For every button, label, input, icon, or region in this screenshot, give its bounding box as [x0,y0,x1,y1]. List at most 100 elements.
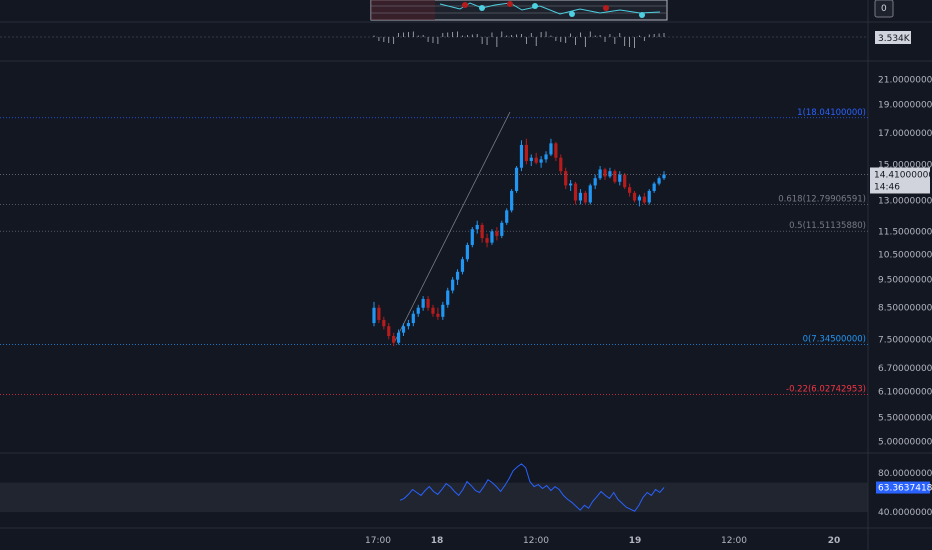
candle-body [416,307,420,314]
candle-body [372,307,376,324]
candlesticks [372,138,666,347]
volume-pane[interactable]: 3.534K [0,31,911,48]
navigator-dot-1 [462,2,468,8]
price-tick-label: 7.50000000 [878,335,932,345]
candle-body [534,157,538,163]
navigator-dot-2 [479,5,485,11]
candle-body [436,313,440,317]
candle-body [465,244,469,260]
time-tick-label: 20 [828,536,841,546]
navigator-dot-5 [569,11,575,17]
candle-body [406,323,411,327]
candle-body [387,326,391,336]
candle-body [539,159,543,163]
price-tick-label: 13.00000000 [878,196,932,206]
candle-body [431,307,435,314]
price-axis-ticks: 21.00000000 19.00000000 17.00000000 15.0000… [878,75,932,447]
candle-body [627,187,632,193]
candle-body [519,144,524,168]
candle-body [514,167,519,191]
candle-body [573,183,578,201]
volume-last-label-bg [875,31,911,44]
time-tick-label: 12:00 [523,536,549,546]
candle-body [485,238,489,243]
candle-body [377,307,381,320]
time-tick-label: 18 [431,536,444,546]
candle-body [396,332,401,343]
last-price-tag: 14.41000000 14:46 [870,167,932,194]
volume-last-label: 3.534K [878,34,911,44]
price-tick-label: 6.70000000 [878,364,932,374]
candle-body [460,259,465,272]
price-tick-label: 10.50000000 [878,250,932,260]
candle-body [510,190,514,211]
candle-body [583,192,587,203]
fib-level-label: 1(18.04100000) [797,108,866,118]
candle-body [451,279,455,291]
candle-body [618,174,622,182]
candle-body [392,335,396,343]
navigator[interactable] [370,0,668,21]
candle-body [401,326,406,333]
candle-body [529,157,533,162]
price-tick-label: 8.50000000 [878,304,932,314]
candle-body [490,231,494,243]
candle-body [426,298,430,308]
fib-level-label: -0.22(6.02742953) [786,385,866,395]
candle-body [524,144,528,162]
navigator-series [439,2,661,15]
last-price-label: 14.41000000 [874,170,932,180]
candle-body [613,171,617,182]
rsi-band [0,482,868,513]
candle-body [421,298,425,308]
navigator-dot-7 [639,12,645,18]
candle-body [598,169,602,179]
candle-body [549,143,553,155]
candle-body [544,154,548,160]
price-tick-label: 15.00000000 [878,160,932,170]
candle-body [382,319,386,327]
rsi-tick-label: 80.00000000 [878,469,932,479]
candle-body [593,178,597,186]
candle-body [475,224,479,230]
candle-body [647,190,651,203]
fib-trend-line[interactable] [394,111,511,342]
rsi-axis-ticks: 80.00000000 40.00000000 [878,469,932,518]
candle-body [505,210,509,223]
navigator-dot-3 [507,1,513,7]
price-tick-label: 21.00000000 [878,75,932,85]
price-pane[interactable]: 21.00000000 19.00000000 17.00000000 15.0000… [0,75,932,448]
time-tick-label: 17:00 [365,536,391,546]
fibonacci-levels[interactable]: 1(18.04100000) 0.618(12.79906591) 0.5(11.5… [0,108,868,395]
candle-body [623,174,627,188]
navigator-dot-6 [603,5,609,11]
price-tick-label: 11.50000000 [878,227,932,237]
candle-body [657,178,661,184]
candle-body [632,192,637,201]
countdown-label: 14:46 [874,182,900,192]
candle-body [411,313,415,324]
candle-body [569,183,573,186]
candle-body [578,192,583,201]
navigator-shade [371,0,435,20]
rsi-tick-label: 40.00000000 [878,508,932,518]
candle-body [470,229,474,245]
navigator-dot-4 [532,3,538,9]
fib-level-label: 0(7.34500000) [803,335,866,345]
candle-body [441,304,445,317]
price-tick-label: 5.00000000 [878,438,932,448]
candle-body [588,185,592,203]
last-price-label-bg [870,167,930,194]
candle-body [554,143,558,158]
price-tick-label: 9.50000000 [878,276,932,286]
time-tick-label: 19 [629,536,642,546]
fib-level-label: 0.618(12.79906591) [778,194,866,204]
price-tick-label: 19.00000000 [878,101,932,111]
time-axis[interactable]: 17:00 18 12:00 19 12:00 20 [365,536,840,546]
candle-body [642,196,646,203]
candle-body [446,290,450,305]
